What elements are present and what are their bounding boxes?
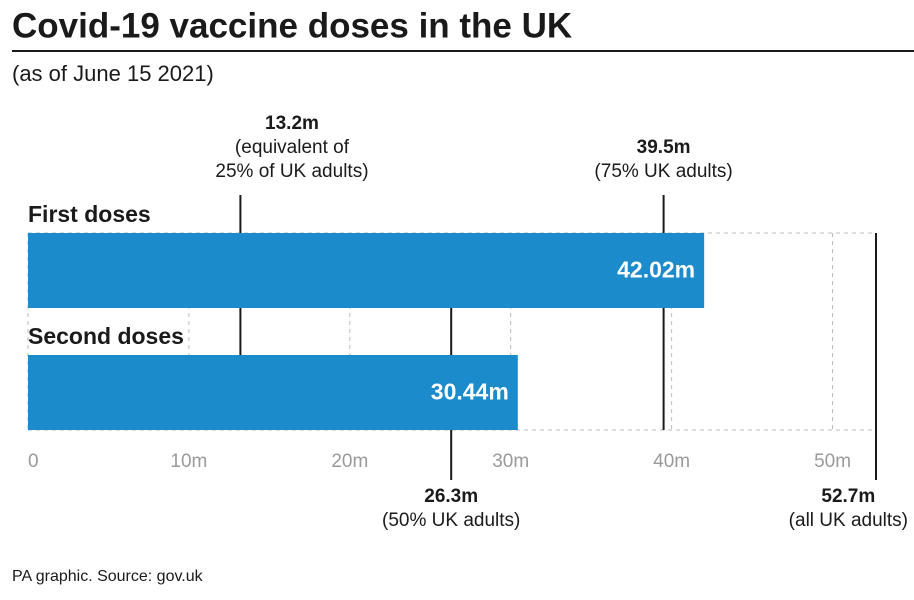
x-tick-label: 0 — [28, 451, 39, 472]
bar — [28, 233, 705, 308]
x-tick-label: 20m — [331, 451, 368, 472]
x-tick-label: 40m — [653, 451, 690, 472]
annotation-value: 39.5m — [637, 137, 691, 158]
bar — [28, 355, 518, 430]
category-label: Second doses — [28, 323, 184, 349]
annotation-text: (all UK adults) — [789, 510, 908, 531]
annotation-value: 13.2m — [265, 113, 319, 134]
annotation-text: (equivalent of — [235, 137, 350, 158]
x-tick-label: 30m — [492, 451, 529, 472]
annotation-value: 52.7m — [821, 486, 875, 507]
annotation-value: 26.3m — [424, 486, 478, 507]
category-label: First doses — [28, 201, 151, 227]
annotation-text: (50% UK adults) — [382, 510, 520, 531]
x-tick-label: 10m — [170, 451, 207, 472]
value-label: 30.44m — [431, 379, 509, 405]
chart-title: Covid-19 vaccine doses in the UK — [12, 6, 572, 45]
annotation-text: 25% of UK adults) — [215, 161, 368, 182]
value-label: 42.02m — [617, 257, 695, 283]
x-tick-label: 50m — [814, 451, 851, 472]
chart-subtitle: (as of June 15 2021) — [12, 61, 214, 86]
annotation-text: (75% UK adults) — [594, 161, 732, 182]
source: PA graphic. Source: gov.uk — [12, 568, 204, 585]
